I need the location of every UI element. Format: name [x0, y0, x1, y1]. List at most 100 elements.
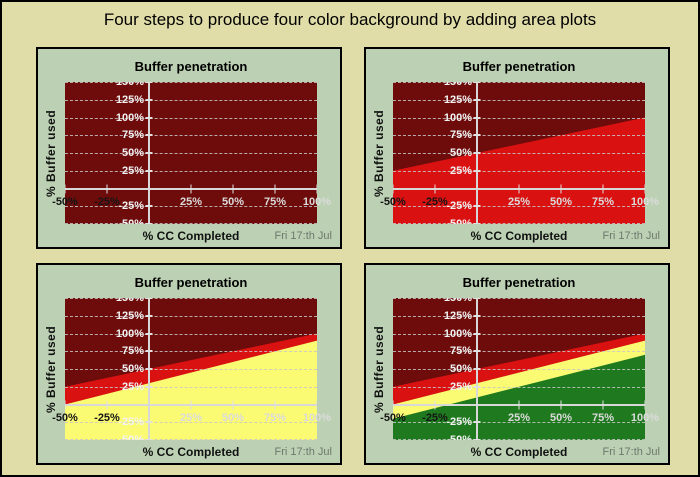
- yellow-zone: [65, 340, 317, 440]
- y-axis-label: % Buffer used: [44, 325, 58, 413]
- x-tickmark: [232, 400, 234, 409]
- y-tickmark: [145, 385, 153, 388]
- y-gridline: [393, 315, 645, 317]
- y-tickmark: [473, 298, 481, 299]
- x-tickmark: [316, 184, 317, 193]
- y-tick-label: 25%: [449, 164, 472, 177]
- y-gridline: [65, 369, 317, 370]
- y-tickmark: [145, 314, 153, 317]
- y-tick-label: 125%: [115, 93, 144, 106]
- y-tick-label: 75%: [121, 129, 144, 142]
- y-gridline: [393, 298, 645, 299]
- y-gridline: [65, 117, 317, 119]
- y-tick-label: 100%: [443, 111, 472, 124]
- y-tickmark: [473, 223, 481, 224]
- y-gridline: [65, 333, 317, 335]
- x-axis-label: % CC Completed: [142, 445, 240, 459]
- y-tickmark: [473, 314, 481, 317]
- y-tickmark: [145, 98, 153, 101]
- y-tickmark: [145, 223, 153, 224]
- y-gridline: [393, 117, 645, 119]
- y-tick-label: 75%: [449, 129, 472, 142]
- y-tick-label: 100%: [443, 327, 472, 340]
- y-gridline: [393, 99, 645, 101]
- y-tickmark: [473, 152, 481, 154]
- x-tickmark: [560, 184, 562, 193]
- y-gridline: [65, 439, 317, 440]
- x-tickmark: [190, 400, 192, 409]
- x-tickmark: [316, 400, 317, 409]
- x-axis-label: % CC Completed: [142, 229, 240, 243]
- y-tickmark: [473, 82, 481, 83]
- green-zone: [393, 354, 645, 440]
- y-tickmark: [145, 368, 153, 370]
- y-gridline: [393, 422, 645, 424]
- y-gridline: [393, 386, 645, 388]
- chart-title: Buffer penetration: [134, 59, 248, 74]
- y-tickmark: [145, 134, 153, 137]
- y-tickmark: [473, 98, 481, 101]
- date-stamp: Fri 17:th Jul: [274, 230, 332, 242]
- x-tickmark: [518, 400, 520, 409]
- y-gridline: [393, 369, 645, 370]
- y-tickmark: [145, 82, 153, 83]
- y-tickmark: [473, 116, 481, 119]
- y-tickmark: [145, 298, 153, 299]
- y-gridline: [65, 351, 317, 353]
- grid-layer: 150% 125% 100% 75% 50% 25% -25% -50%: [65, 82, 317, 224]
- y-gridline: [65, 298, 317, 299]
- chart-panel-top-left: Buffer penetration % Buffer used 150% 125…: [36, 47, 342, 249]
- x-axis-label: % CC Completed: [470, 445, 568, 459]
- x-tickmark: [106, 184, 108, 193]
- y-tickmark: [145, 205, 153, 208]
- y-axis-label: % Buffer used: [372, 325, 386, 413]
- y-tick-label: 100%: [115, 327, 144, 340]
- y-gridline: [393, 135, 645, 137]
- x-tickmark: [602, 400, 604, 409]
- y-gridline: [393, 439, 645, 440]
- y-tick-label: 150%: [443, 82, 472, 88]
- x-tickmark: [393, 400, 394, 409]
- y-tick-label: 25%: [449, 380, 472, 393]
- y-tickmark: [145, 169, 153, 172]
- chart-panel-bottom-left: Buffer penetration % Buffer used 150% 125…: [36, 263, 342, 465]
- x-tickmark: [518, 184, 520, 193]
- x-tickmark: [644, 184, 645, 193]
- y-gridline: [65, 386, 317, 388]
- chart-title: Buffer penetration: [462, 275, 576, 290]
- x-tickmark: [434, 184, 436, 193]
- plot-area: 150% 125% 100% 75% 50% 25% -25% -50%: [393, 298, 645, 440]
- x-tickmark: [602, 184, 604, 193]
- y-gridline: [65, 135, 317, 137]
- y-gridline: [393, 170, 645, 172]
- page-title: Four steps to produce four color backgro…: [103, 10, 597, 29]
- y-tickmark: [473, 368, 481, 370]
- y-tickmark: [145, 421, 153, 424]
- chart-panel-top-right: Buffer penetration % Buffer used 150% 125…: [364, 47, 670, 249]
- y-gridline: [65, 99, 317, 101]
- x-axis-label: % CC Completed: [470, 229, 568, 243]
- y-gridline: [393, 351, 645, 353]
- x-tickmark: [190, 184, 192, 193]
- y-tickmark: [473, 350, 481, 353]
- date-stamp: Fri 17:th Jul: [602, 230, 660, 242]
- y-tickmark: [145, 439, 153, 440]
- x-tickmark: [65, 400, 66, 409]
- plot-area: 150% 125% 100% 75% 50% 25% -25% -50%: [65, 82, 317, 224]
- y-gridline: [393, 223, 645, 224]
- plot-area: 150% 125% 100% 75% 50% 25% -25% -50%: [65, 298, 317, 440]
- date-stamp: Fri 17:th Jul: [602, 446, 660, 458]
- y-gridline: [393, 153, 645, 154]
- y-tick-label: 50%: [121, 363, 144, 375]
- y-tick-label: -25%: [446, 416, 472, 429]
- x-tickmark: [65, 184, 66, 193]
- y-tick-label: 25%: [121, 380, 144, 393]
- y-gridline: [65, 422, 317, 424]
- y-tickmark: [473, 332, 481, 335]
- y-tickmark: [473, 385, 481, 388]
- y-tick-label: -25%: [446, 200, 472, 213]
- x-tickmark: [274, 184, 276, 193]
- x-tickmark: [644, 400, 645, 409]
- y-gridline: [65, 206, 317, 208]
- y-tick-label: 50%: [121, 147, 144, 159]
